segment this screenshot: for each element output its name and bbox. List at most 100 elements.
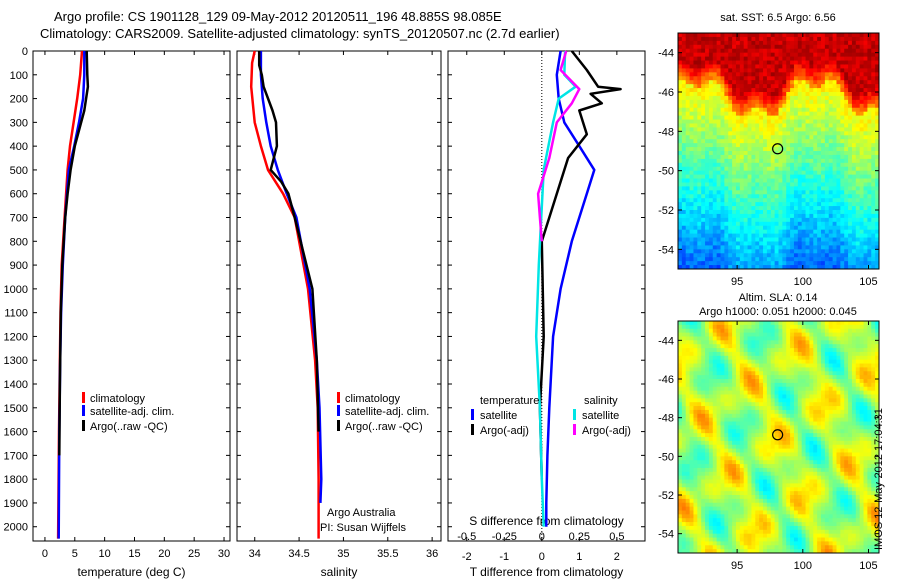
map-cell [774, 139, 780, 144]
map-cell [763, 421, 768, 426]
map-cell [867, 107, 872, 113]
map-cell [693, 425, 698, 430]
map-cell [708, 355, 714, 361]
map-cell [693, 162, 698, 168]
map-cell [732, 498, 737, 504]
map-cell [813, 95, 818, 101]
map-cell [724, 545, 729, 550]
map-cell [728, 510, 733, 515]
map-cell [782, 448, 787, 454]
map-cell [770, 261, 776, 266]
map-cell [708, 245, 714, 250]
map-cell [716, 213, 722, 219]
map-cell [848, 166, 853, 172]
map-cell [716, 158, 722, 164]
map-cell [751, 229, 756, 235]
map-cell [751, 135, 756, 140]
map-cell [790, 328, 795, 334]
map-cell [836, 249, 841, 254]
map-cell [755, 514, 760, 519]
map-cell [716, 84, 722, 89]
map-cell [732, 68, 737, 73]
map-cell [755, 498, 760, 504]
map-cell [875, 147, 879, 152]
map-cell [844, 68, 849, 73]
map-cell [790, 245, 795, 250]
map-cell [782, 487, 787, 492]
map-cell [678, 217, 683, 223]
map-cell [735, 440, 741, 446]
map-cell [851, 194, 857, 199]
map-cell [821, 143, 826, 148]
map-cell [790, 115, 795, 121]
map-cell [716, 541, 722, 546]
map-cell [778, 33, 783, 38]
map-cell [681, 525, 687, 531]
map-cell [728, 367, 733, 372]
map-cell [770, 174, 776, 180]
map-cell [801, 174, 807, 180]
map-cell [844, 182, 849, 187]
map-cell [774, 355, 780, 361]
map-cell [716, 413, 722, 419]
map-cell [739, 80, 745, 85]
map-cell [778, 52, 783, 58]
map-cell [782, 33, 787, 38]
map-cell [689, 174, 695, 180]
map-cell [735, 135, 741, 140]
map-cell [720, 321, 725, 326]
map-cell [832, 154, 838, 160]
map-cell [828, 95, 834, 101]
map-cell [821, 170, 826, 176]
map-cell [766, 537, 772, 542]
map-cell [716, 495, 722, 500]
map-cell [708, 545, 714, 550]
map-cell [685, 233, 691, 239]
map-cell [797, 107, 803, 113]
map-cell [770, 506, 776, 512]
map-cell [712, 103, 718, 109]
map-cell [693, 182, 698, 187]
map-cell [786, 245, 791, 250]
map-cell [836, 119, 841, 125]
map-cell [778, 107, 783, 113]
map-cell [705, 99, 710, 105]
map-cell [836, 158, 841, 164]
map-cell [751, 386, 756, 392]
map-cell [851, 99, 857, 105]
map-cell [678, 115, 683, 121]
map-cell [821, 40, 826, 46]
map-cell [778, 225, 783, 231]
map-cell [763, 143, 768, 148]
map-cell [859, 127, 865, 132]
map-cell [778, 135, 783, 140]
map-cell [867, 143, 872, 148]
map-cell [844, 127, 849, 132]
map-cell [774, 541, 780, 546]
map-cell [755, 491, 760, 496]
map-cell [848, 80, 853, 85]
map-cell [797, 261, 803, 266]
map-cell [763, 336, 768, 341]
map-cell [790, 464, 795, 469]
map-cell [689, 36, 695, 42]
map-cell [797, 52, 803, 58]
map-cell [708, 194, 714, 199]
map-cell [701, 52, 706, 58]
map-cell [716, 48, 722, 54]
map-cell [848, 151, 853, 156]
map-cell [871, 84, 876, 89]
map-cell [720, 206, 725, 211]
map-cell [851, 217, 857, 223]
map-cell [809, 147, 814, 152]
map-cell [770, 417, 776, 423]
map-cell [747, 135, 753, 140]
map-cell [793, 115, 799, 121]
map-cell [693, 394, 698, 399]
map-cell [747, 253, 753, 258]
map-cell [712, 131, 718, 136]
map-cell [751, 158, 756, 164]
map-cell [855, 127, 861, 132]
map-cell [681, 123, 687, 128]
map-cell [751, 502, 756, 508]
